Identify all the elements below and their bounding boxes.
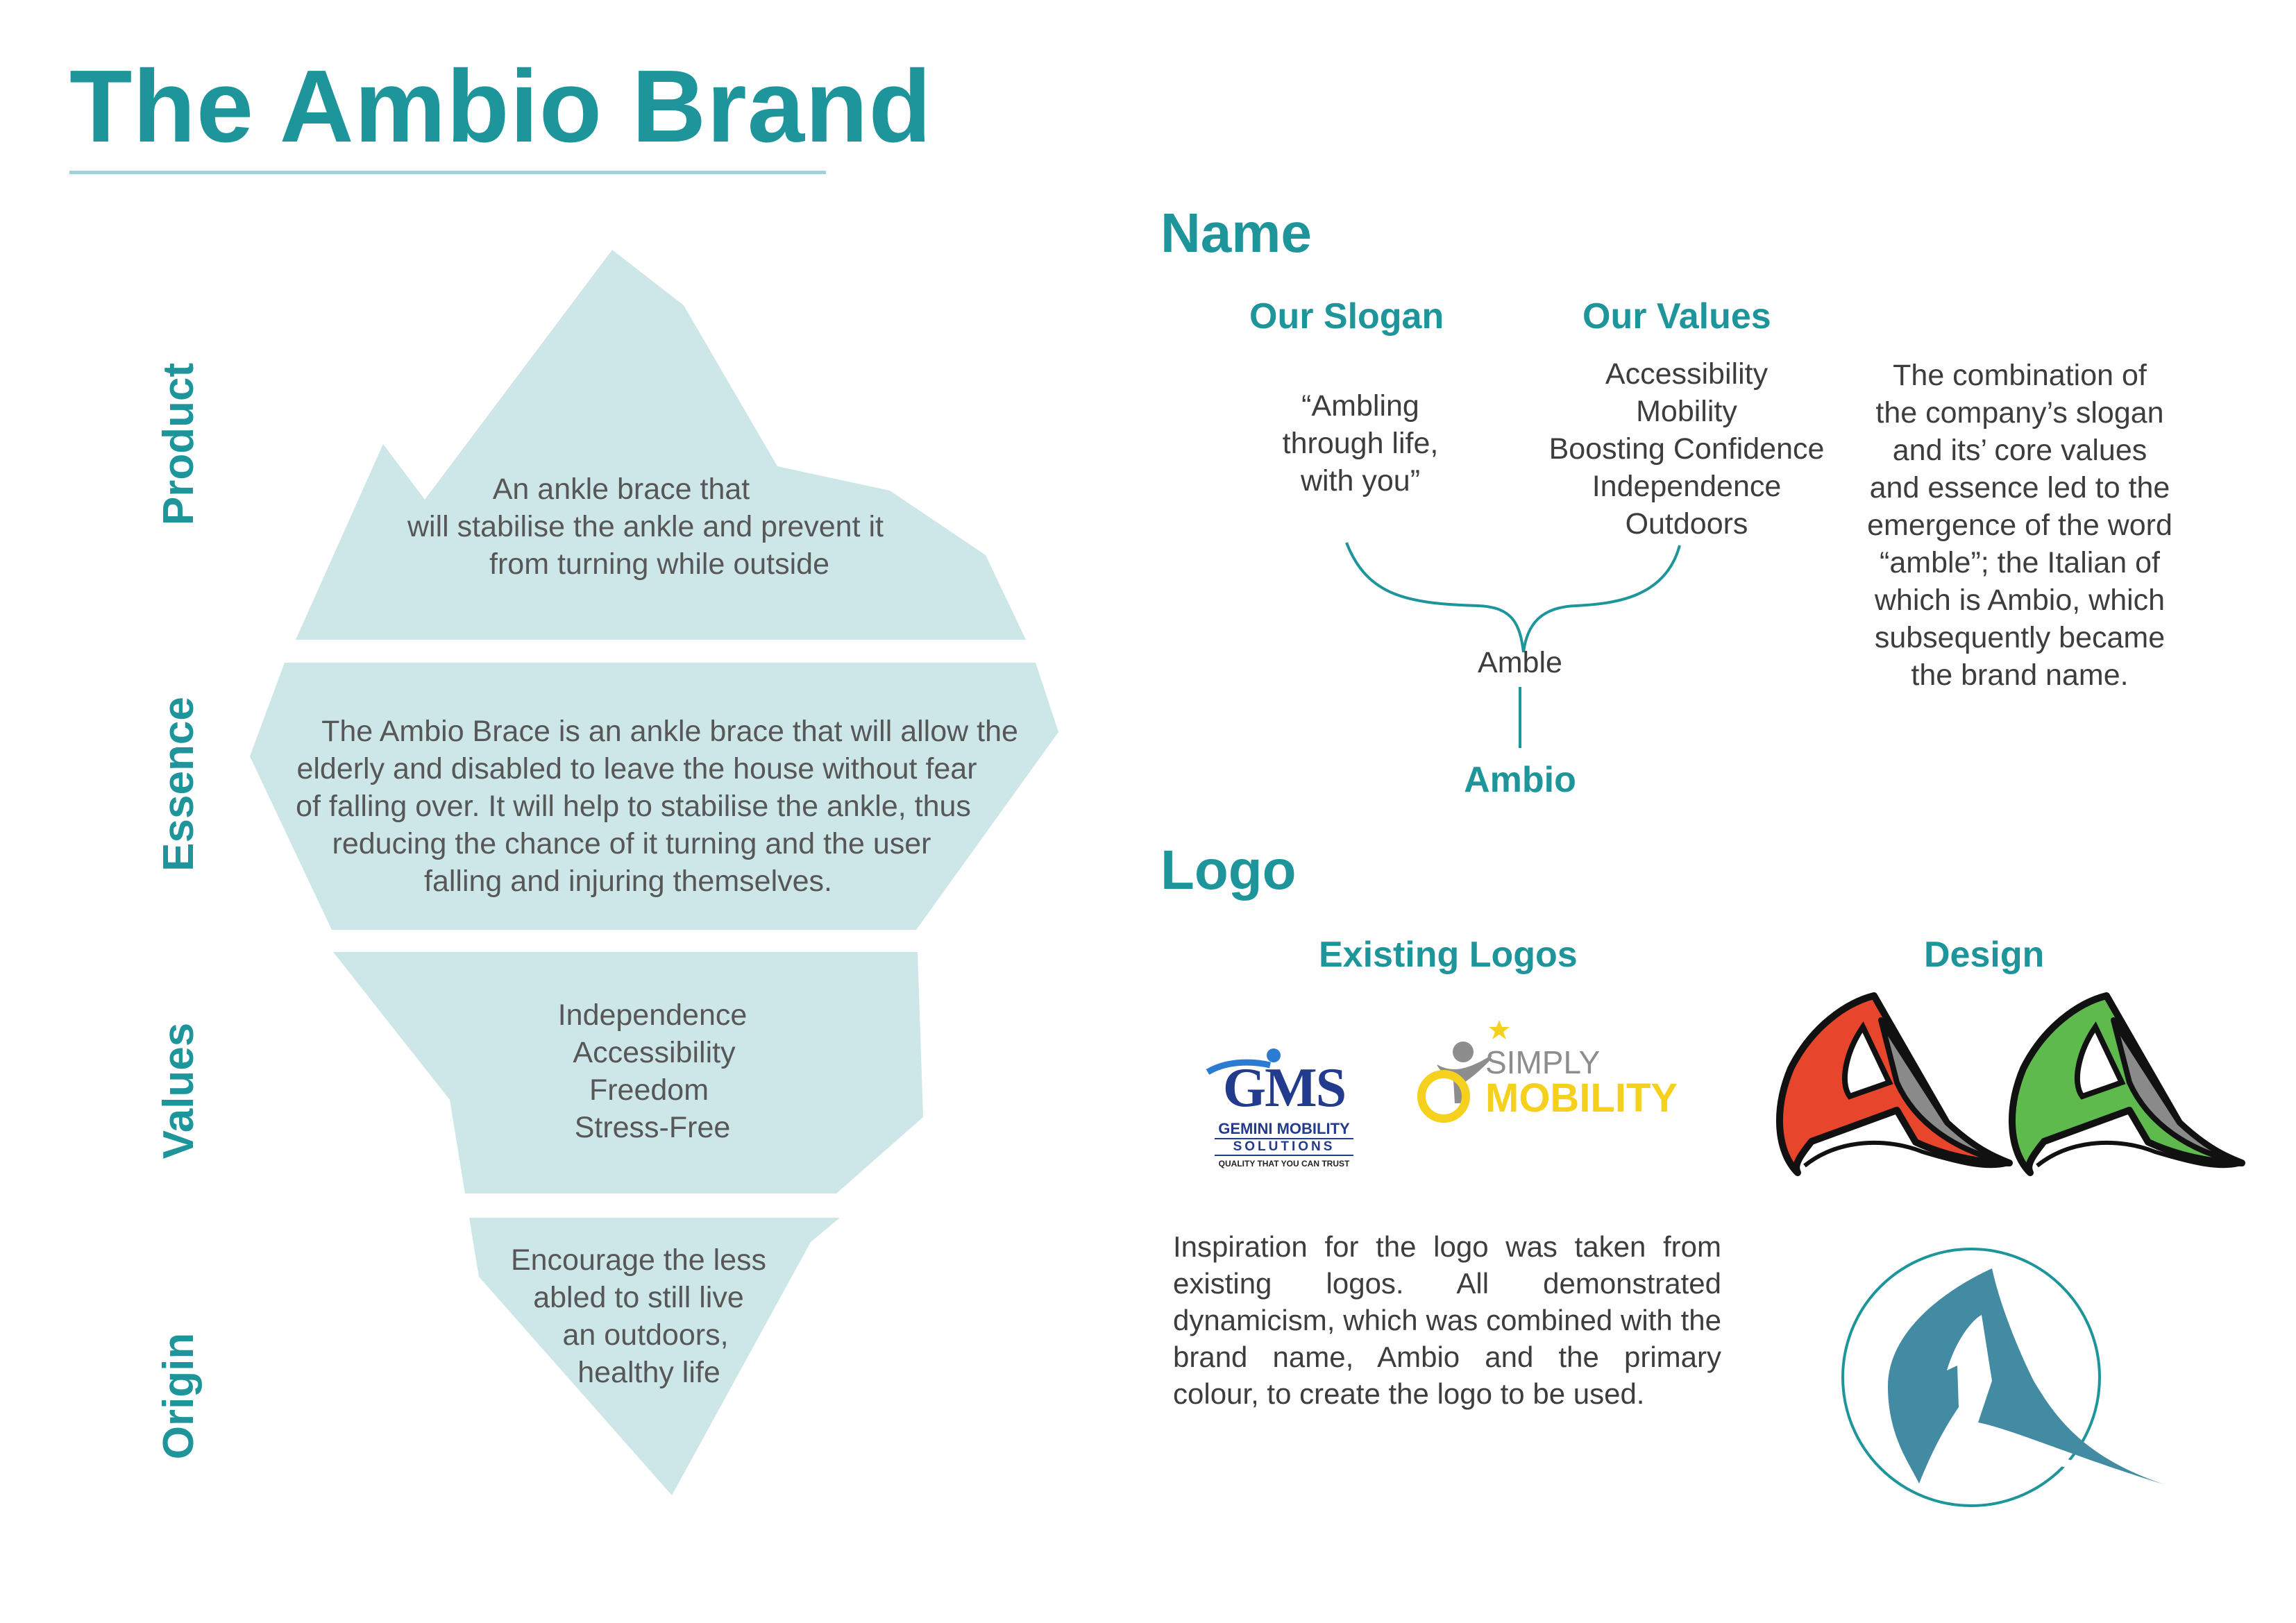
values-bracket-curve: [1522, 545, 1681, 653]
essence-line: The Ambio Brace is an ankle brace that w…: [321, 715, 1018, 748]
side-label-values: Values: [155, 1022, 203, 1159]
slogan-heading: Our Slogan: [1249, 296, 1444, 337]
ambio-word: Ambio: [1464, 760, 1576, 800]
product-text: An ankle brace that will stabilise the a…: [361, 470, 930, 583]
iceberg-origin-shape: [469, 1218, 840, 1495]
values-line: Stress-Free: [574, 1111, 731, 1144]
origin-line: abled to still live: [533, 1281, 744, 1314]
slogan-line: “Ambling: [1301, 389, 1419, 423]
value-item: Accessibility: [1605, 357, 1769, 391]
design-logo-red-icon: [1776, 992, 2013, 1176]
essence-line: elderly and disabled to leave the house …: [296, 752, 977, 785]
value-item: Outdoors: [1625, 507, 1748, 541]
product-line: from turning while outside: [489, 547, 829, 581]
values-heading: Our Values: [1582, 296, 1771, 337]
explanation-line: which is Ambio, which: [1874, 584, 2166, 617]
explanation-line: and essence led to the: [1869, 471, 2170, 504]
simply-word: SIMPLY: [1485, 1044, 1601, 1080]
side-label-essence: Essence: [155, 697, 203, 872]
essence-line: reducing the chance of it turning and th…: [332, 827, 931, 860]
value-item: Mobility: [1636, 395, 1737, 428]
side-label-product: Product: [155, 362, 203, 526]
value-item: Boosting Confidence: [1548, 432, 1825, 466]
origin-line: healthy life: [577, 1356, 720, 1389]
slogan-bracket-curve: [1345, 542, 1525, 653]
logo-circle: [1841, 1248, 2101, 1507]
name-heading: Name: [1160, 202, 1312, 264]
name-explanation: The combination of the company’s slogan …: [1846, 357, 2193, 694]
slogan-line: with you”: [1300, 464, 1421, 498]
simply-mobility-figure-icon: [1417, 1020, 1510, 1123]
amble-word: Amble: [1478, 646, 1562, 679]
product-line: will stabilise the ankle and prevent it: [407, 510, 884, 543]
simply-mobility-logo: SIMPLY MOBILITY: [1485, 1046, 1678, 1119]
explanation-line: the brand name.: [1911, 658, 2129, 692]
essence-text: The Ambio Brace is an ankle brace that w…: [274, 713, 1038, 900]
essence-line: falling and injuring themselves.: [424, 865, 832, 898]
explanation-line: the company’s slogan: [1875, 396, 2164, 430]
explanation-line: subsequently became: [1874, 621, 2166, 654]
slogan-text: “Ambling through life, with you”: [1229, 387, 1492, 500]
iceberg-essence-shape: [250, 663, 1058, 930]
gms-line2: SOLUTIONS: [1215, 1138, 1353, 1156]
essence-line: of falling over. It will help to stabili…: [296, 790, 971, 823]
logo-heading: Logo: [1160, 839, 1297, 901]
logo-inspiration-text: Inspiration for the logo was taken from …: [1173, 1230, 1721, 1410]
origin-line: an outdoors,: [562, 1318, 729, 1352]
explanation-line: and its’ core values: [1892, 434, 2147, 467]
design-logo-green-icon: [2009, 992, 2245, 1176]
gms-line1: GEMINI MOBILITY: [1218, 1120, 1350, 1137]
iceberg-values-shape: [333, 952, 923, 1193]
design-heading: Design: [1924, 935, 2045, 975]
ambio-primary-logo-icon: [1888, 1268, 2166, 1485]
product-line: An ankle brace that: [492, 473, 750, 506]
values-line: Independence: [557, 999, 748, 1032]
gms-letters: GMS: [1222, 1057, 1347, 1119]
values-line: Accessibility: [573, 1036, 736, 1069]
values-list: Accessibility Mobility Boosting Confiden…: [1527, 355, 1846, 543]
origin-line: Encourage the less: [510, 1243, 767, 1277]
explanation-line: The combination of: [1893, 359, 2147, 392]
gms-tagline: QUALITY THAT YOU CAN TRUST: [1218, 1159, 1350, 1169]
existing-logos-heading: Existing Logos: [1319, 935, 1578, 975]
iceberg-product-shape: [296, 250, 1026, 640]
explanation-line: “amble”; the Italian of: [1880, 546, 2160, 579]
origin-text: Encourage the less abled to still live a…: [479, 1241, 798, 1391]
values-text: Independence Accessibility Freedom Stres…: [486, 996, 819, 1146]
gms-logo: GMS GEMINI MOBILITY SOLUTIONS QUALITY TH…: [1194, 1060, 1374, 1169]
title-underline: [69, 171, 826, 174]
gms-swoosh-icon: [1206, 1048, 1281, 1075]
page-title: The Ambio Brand: [69, 49, 932, 164]
mobility-word: MOBILITY: [1485, 1076, 1678, 1121]
explanation-line: emergence of the word: [1867, 509, 2172, 542]
side-label-origin: Origin: [155, 1332, 203, 1460]
slogan-line: through life,: [1282, 427, 1439, 460]
values-line: Freedom: [589, 1073, 709, 1107]
value-item: Independence: [1592, 470, 1782, 503]
